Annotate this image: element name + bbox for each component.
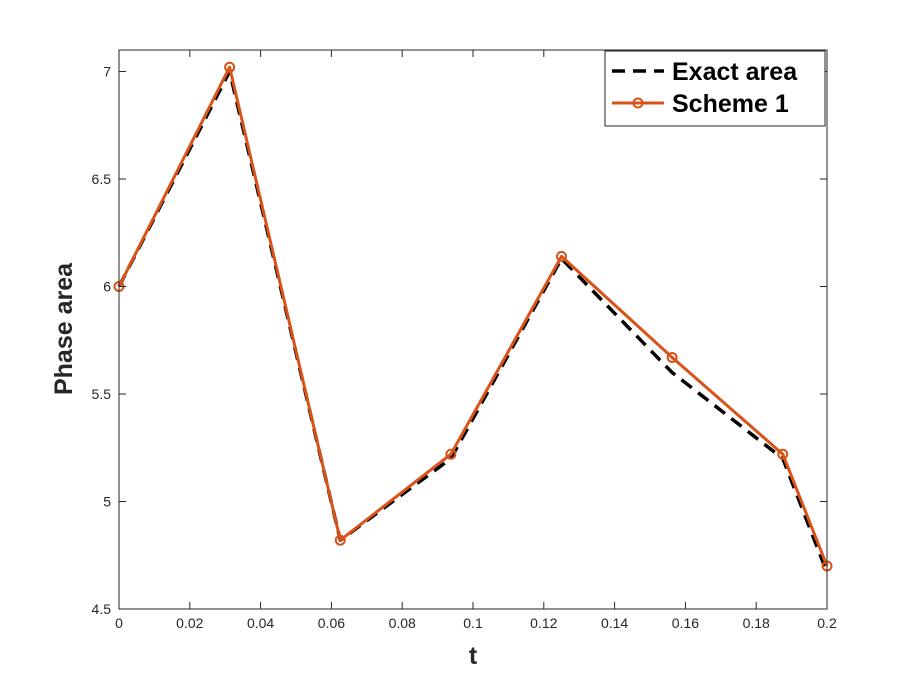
data-point-scheme-1 [445, 448, 457, 460]
y-tick-label: 5.5 [92, 386, 112, 402]
series-line-scheme-1 [117, 65, 829, 567]
x-tick-label: 0.2 [817, 615, 837, 631]
legend: Exact area Scheme 1 [604, 50, 826, 127]
legend-scheme-1-marker [632, 97, 644, 109]
x-tick-label: 0.08 [389, 615, 416, 631]
x-tick-label: 0.1 [463, 615, 483, 631]
x-tick-label: 0.18 [743, 615, 770, 631]
x-tick-label: 0.14 [601, 615, 628, 631]
plot-area [119, 50, 827, 609]
data-point-scheme-1 [334, 534, 346, 546]
legend-scheme-1-label: Scheme 1 [672, 90, 789, 118]
x-tick-label: 0 [115, 615, 123, 631]
y-axis-title: Phase area [50, 262, 78, 395]
legend-box [604, 50, 826, 127]
x-axis-title: t [469, 642, 478, 670]
y-tick-label: 6 [103, 279, 111, 295]
y-tick-label: 5 [103, 494, 111, 510]
data-point-scheme-1 [777, 448, 789, 460]
y-tick-label: 7 [103, 64, 111, 80]
ticks-layer: 0 0.02 0.04 0.06 0.08 0.1 0.12 0.14 0.16 0.18 0.2 4… [92, 50, 837, 631]
data-point-scheme-1 [556, 250, 567, 262]
data-point-scheme-1 [666, 351, 678, 363]
x-tick-label: 0.04 [247, 615, 274, 631]
y-tick-label: 6.5 [92, 171, 112, 187]
data-point-scheme-1 [224, 61, 236, 73]
x-tick-label: 0.16 [672, 615, 699, 631]
legend-exact-area-label: Exact area [672, 58, 798, 86]
x-tick-label: 0.12 [530, 615, 557, 631]
y-tick-label: 4.5 [92, 601, 112, 617]
x-tick-label: 0.06 [318, 615, 345, 631]
x-tick-label: 0.02 [176, 615, 203, 631]
